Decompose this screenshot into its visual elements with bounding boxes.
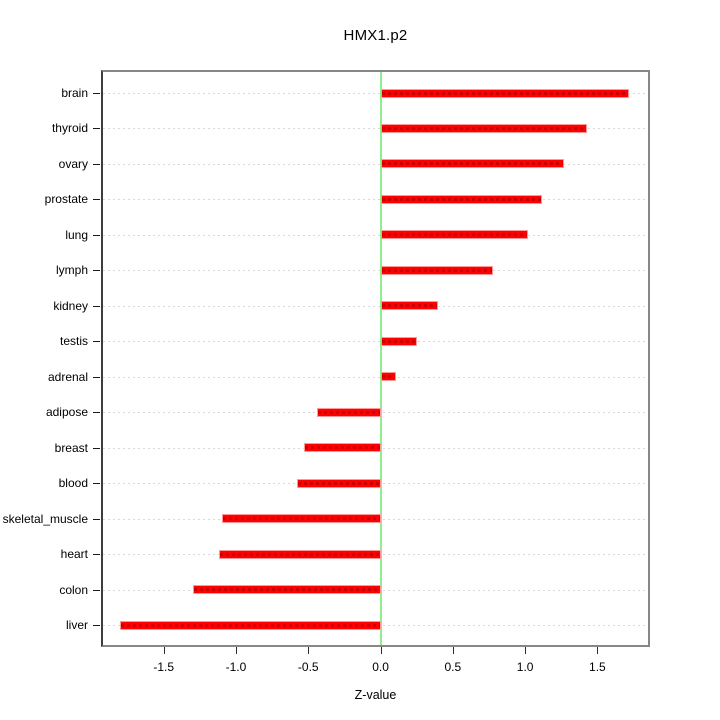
- bar-kidney: [380, 301, 439, 311]
- y-axis-tick: [93, 554, 100, 556]
- x-tick-label: 1.0: [516, 660, 534, 674]
- bar-thyroid: [380, 123, 588, 133]
- row-gridline: [103, 93, 648, 94]
- bar-dash-pattern: [381, 197, 542, 201]
- bar-brain: [380, 88, 630, 98]
- x-axis-tick: [525, 647, 527, 654]
- row-gridline: [103, 128, 648, 130]
- row-gridline: [103, 341, 648, 343]
- x-tick-label: -1.0: [225, 660, 247, 674]
- y-axis-tick: [93, 93, 100, 94]
- bar-colon: [192, 585, 381, 595]
- category-label-skeletal_muscle: skeletal_muscle: [2, 511, 88, 526]
- bar-dash-pattern: [317, 410, 380, 414]
- bar-heart: [218, 549, 381, 559]
- y-axis-tick: [93, 589, 100, 591]
- bar-dash-pattern: [381, 304, 438, 308]
- category-label-breast: breast: [54, 440, 88, 455]
- bar-dash-pattern: [304, 446, 380, 450]
- y-axis-tick: [93, 376, 100, 378]
- category-label-ovary: ovary: [58, 156, 88, 171]
- y-axis-tick: [93, 341, 100, 343]
- category-label-heart: heart: [60, 547, 88, 562]
- y-axis-tick: [93, 625, 100, 626]
- plot-area: [101, 70, 650, 647]
- bar-blood: [296, 478, 381, 488]
- y-axis-tick: [93, 305, 100, 307]
- category-label-lung: lung: [65, 227, 88, 242]
- x-axis-tick: [163, 647, 165, 654]
- category-label-thyroid: thyroid: [51, 121, 88, 136]
- bar-ovary: [380, 159, 565, 169]
- x-tick-label: 0.5: [444, 660, 462, 674]
- bar-dash-pattern: [219, 552, 380, 556]
- bar-dash-pattern: [121, 623, 380, 627]
- bar-adipose: [316, 407, 381, 417]
- y-axis-tick: [93, 163, 100, 165]
- y-axis-tick: [93, 270, 100, 272]
- category-label-adrenal: adrenal: [47, 369, 88, 384]
- bar-liver: [120, 620, 381, 630]
- x-axis-tick: [597, 647, 599, 654]
- x-axis-tick: [235, 647, 237, 654]
- zero-reference-line: [379, 72, 382, 645]
- row-gridline: [103, 305, 648, 307]
- y-axis-tick: [93, 234, 100, 236]
- row-gridline: [103, 270, 648, 272]
- bar-dash-pattern: [381, 162, 564, 166]
- y-axis-tick: [93, 447, 100, 449]
- category-label-colon: colon: [59, 582, 88, 597]
- chart-title: HMX1.p2: [343, 27, 408, 44]
- bar-lung: [380, 230, 528, 240]
- category-label-kidney: kidney: [53, 298, 88, 313]
- x-axis-tick: [308, 647, 310, 654]
- bar-dash-pattern: [381, 233, 527, 237]
- category-label-testis: testis: [59, 334, 88, 349]
- x-tick-label: -0.5: [297, 660, 319, 674]
- category-label-prostate: prostate: [44, 192, 88, 207]
- bar-adrenal: [380, 372, 397, 382]
- x-axis-tick: [380, 647, 382, 654]
- row-gridline: [103, 199, 648, 201]
- bar-dash-pattern: [381, 126, 587, 130]
- bar-dash-pattern: [381, 339, 416, 343]
- bar-dash-pattern: [297, 481, 380, 485]
- bar-dash-pattern: [222, 517, 380, 521]
- bar-prostate: [380, 194, 543, 204]
- bar-testis: [380, 336, 417, 346]
- bar-dash-pattern: [193, 588, 380, 592]
- x-tick-label: 1.5: [589, 660, 606, 674]
- y-axis-tick: [93, 412, 100, 414]
- category-label-blood: blood: [58, 476, 88, 491]
- bar-lymph: [380, 265, 494, 275]
- bar-dash-pattern: [381, 91, 629, 95]
- y-axis-tick: [93, 518, 100, 520]
- bar-skeletal_muscle: [221, 514, 381, 524]
- bar-dash-pattern: [381, 375, 396, 379]
- x-tick-label: -1.5: [153, 660, 175, 674]
- bar-dash-pattern: [381, 268, 493, 272]
- y-axis-tick: [93, 128, 100, 130]
- bar-breast: [303, 443, 381, 453]
- y-axis-tick: [93, 199, 100, 201]
- category-label-lymph: lymph: [55, 263, 88, 278]
- category-label-brain: brain: [61, 86, 88, 100]
- category-label-liver: liver: [65, 618, 88, 632]
- x-axis-label: Z-value: [354, 688, 397, 702]
- category-label-adipose: adipose: [45, 405, 88, 420]
- row-gridline: [103, 376, 648, 378]
- x-axis-tick: [452, 647, 454, 654]
- y-axis-tick: [93, 483, 100, 485]
- x-tick-label: 0.0: [372, 660, 389, 674]
- row-gridline: [103, 163, 648, 165]
- row-gridline: [103, 234, 648, 236]
